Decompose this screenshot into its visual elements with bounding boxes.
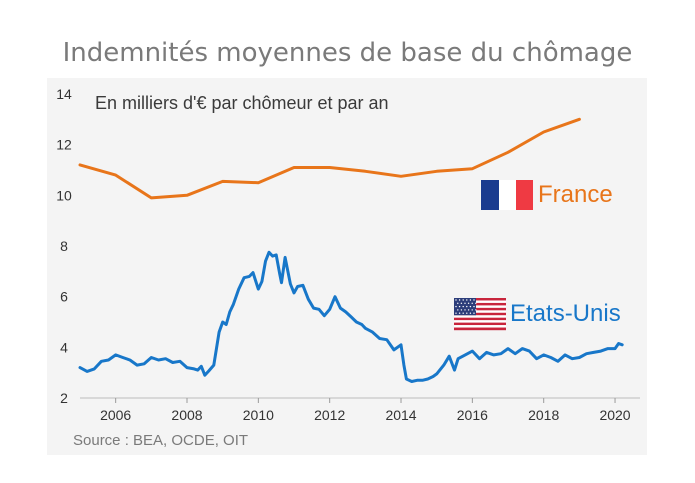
x-tick-label: 2014 [385,407,416,423]
y-tick-label: 2 [60,390,68,406]
y-tick-label: 14 [56,86,72,102]
france-flag-icon [481,180,533,210]
x-tick-label: 2012 [314,407,345,423]
source-note: Source : BEA, OCDE, OIT [73,432,249,449]
chart-subtitle: En milliers d'€ par chômeur et par an [95,93,389,113]
usa-flag-icon [454,298,506,331]
flags [454,180,533,331]
series-label-france: France [538,181,613,208]
x-tick-label: 2018 [528,407,559,423]
x-tick-label: 2016 [457,407,488,423]
axes: 2 4 6 8 10 12 14 2006 2008 2010 2012 2014 2016 2018 20… [56,86,640,423]
y-tick-label: 8 [60,238,68,254]
y-tick-label: 10 [56,187,72,203]
x-tick-label: 2006 [100,407,131,423]
series-line-usa [78,250,624,383]
x-tick-label: 2020 [599,407,630,423]
x-tick-label: 2010 [243,407,274,423]
plot-panel [47,78,647,455]
y-tick-label: 12 [56,137,72,153]
series-line-france [78,117,581,200]
y-tick-label: 6 [60,289,68,305]
series-layer [78,117,624,383]
y-tick-label: 4 [60,339,68,355]
chart-title: Indemnités moyennes de base du chômage [62,38,633,68]
x-tick-label: 2008 [171,407,202,423]
series-label-usa: Etats-Unis [510,300,621,327]
